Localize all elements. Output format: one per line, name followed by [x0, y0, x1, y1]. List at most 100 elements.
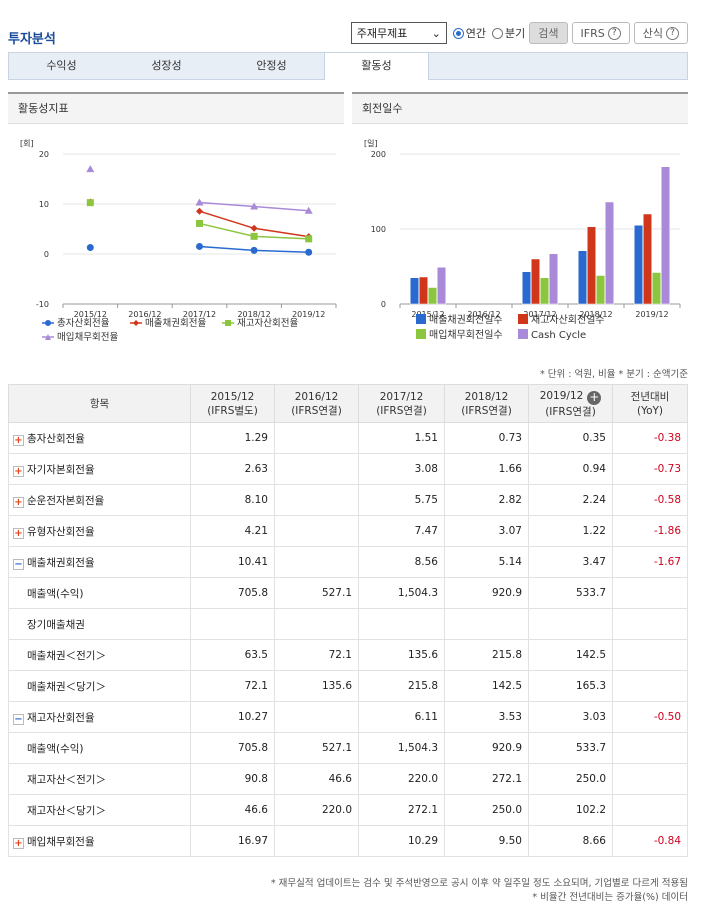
- x-tick-label: 2018/12: [237, 310, 270, 319]
- ifrs-help-button[interactable]: IFRS?: [571, 22, 630, 44]
- data-point: [86, 165, 95, 173]
- cell-value: 250.0: [444, 794, 529, 826]
- legend-label: 총자산회전율: [57, 318, 110, 329]
- y-tick-label: -10: [36, 300, 49, 309]
- cell-value: 527.1: [274, 732, 359, 764]
- cell-value: 3.08: [358, 453, 445, 485]
- table-row[interactable]: + 순운전자본회전율 8.10 5.75 2.82 2.24 -0.58: [8, 484, 688, 516]
- data-point: [250, 246, 258, 254]
- cell-value: 46.6: [274, 763, 359, 795]
- collapse-icon[interactable]: −: [13, 558, 24, 570]
- legend-label: 매출채권회전일수: [429, 314, 503, 326]
- cell-value: 1.22: [528, 515, 613, 547]
- radio-quarter[interactable]: 분기: [492, 25, 525, 41]
- ifrs-label: IFRS: [580, 26, 605, 40]
- question-icon: ?: [607, 26, 621, 40]
- cell-yoy: -1.67: [612, 546, 688, 578]
- table-row[interactable]: − 매출채권회전율 10.41 8.56 5.14 3.47 -1.67: [8, 546, 688, 578]
- cell-value: 1.29: [190, 422, 275, 454]
- tab-growth[interactable]: 성장성: [151, 59, 182, 72]
- statement-select[interactable]: 주재무제표 ⌄: [350, 22, 447, 44]
- table-row[interactable]: + 매입채무회전율 16.97 10.29 9.50 8.66 -0.84: [8, 825, 688, 857]
- cell-value: 10.27: [190, 701, 275, 733]
- y-tick-label: 200: [371, 150, 386, 159]
- analysis-tabs: 수익성 성장성 안정성 활동성: [8, 52, 688, 80]
- tab-activity[interactable]: 활동성: [324, 52, 429, 80]
- search-button[interactable]: 검색: [529, 22, 568, 44]
- cell-value: 705.8: [190, 577, 275, 609]
- row-label-text: 매출채권＜전기＞: [27, 649, 106, 662]
- row-label: − 매출채권회전율: [8, 546, 191, 578]
- cell-value: [274, 825, 359, 857]
- col-2019-header: 2019/12 + (IFRS연결): [528, 384, 613, 423]
- cell-yoy: [612, 639, 688, 671]
- cell-value: [190, 608, 275, 640]
- bar: [596, 275, 605, 305]
- expand-icon[interactable]: +: [13, 527, 24, 539]
- data-point: [195, 198, 204, 206]
- cell-value: 2.24: [528, 484, 613, 516]
- bar: [410, 277, 419, 305]
- cell-value: 920.9: [444, 577, 529, 609]
- data-point: [305, 235, 313, 243]
- y-tick-label: 0: [44, 250, 49, 259]
- unit-note: * 단위 : 억원, 비율 * 분기 : 순액기준: [540, 369, 688, 380]
- expand-icon[interactable]: +: [13, 837, 24, 849]
- row-label: − 재고자산회전율: [8, 701, 191, 733]
- legend-label: Cash Cycle: [531, 330, 586, 341]
- row-label: 매출액(수익): [8, 732, 191, 764]
- cell-value: 6.11: [358, 701, 445, 733]
- legend-marker: [45, 334, 51, 340]
- legend-label: 매출채권회전율: [145, 317, 206, 329]
- bar: [587, 226, 596, 305]
- turnover-days-panel: 회전일수 [일] 200 100 0 2015/12 2016/12 2017/12 2018…: [352, 92, 688, 352]
- footnote-update: * 재무실적 업데이트는 검수 및 주석반영으로 공시 이후 약 일주일 정도 …: [270, 878, 688, 889]
- cell-value: 0.73: [444, 422, 529, 454]
- tab-profitability[interactable]: 수익성: [46, 59, 77, 72]
- table-row: 매출액(수익) 705.8 527.1 1,504.3 920.9 533.7: [8, 732, 688, 764]
- cell-yoy: [612, 763, 688, 795]
- data-point: [250, 224, 258, 232]
- legend-label: 매입채무회전율: [57, 331, 118, 343]
- cell-value: [274, 484, 359, 516]
- table-row: 매출채권＜전기＞ 63.5 72.1 135.6 215.8 142.5: [8, 639, 688, 671]
- expand-icon[interactable]: +: [13, 434, 24, 446]
- expand-icon[interactable]: +: [13, 465, 24, 477]
- cell-value: 215.8: [444, 639, 529, 671]
- row-label-text: 매입채무회전율: [27, 835, 95, 848]
- data-point: [250, 202, 259, 210]
- cell-value: 1.51: [358, 422, 445, 454]
- radio-unchecked-icon: [492, 27, 504, 39]
- top-cut-text: · · · · · ·: [8, 0, 43, 5]
- row-label: 매출액(수익): [8, 577, 191, 609]
- cell-value: 920.9: [444, 732, 529, 764]
- col-2015-header: 2015/12 (IFRS별도): [190, 384, 275, 423]
- tab-stability[interactable]: 안정성: [256, 59, 287, 72]
- table-row[interactable]: + 총자산회전율 1.29 1.51 0.73 0.35 -0.38: [8, 422, 688, 454]
- panel-title: 활동성지표: [8, 94, 344, 124]
- bar: [419, 276, 428, 305]
- cell-yoy: [612, 670, 688, 702]
- cell-yoy: -0.58: [612, 484, 688, 516]
- collapse-icon[interactable]: −: [13, 713, 24, 725]
- add-column-icon[interactable]: +: [587, 389, 602, 405]
- radio-annual[interactable]: 연간: [452, 25, 486, 41]
- radio-quarter-label: 분기: [505, 27, 526, 40]
- legend-swatch: [518, 329, 528, 339]
- cell-value: 3.47: [528, 546, 613, 578]
- table-row[interactable]: + 자기자본회전율 2.63 3.08 1.66 0.94 -0.73: [8, 453, 688, 485]
- legend-swatch: [416, 314, 426, 324]
- table-row[interactable]: + 유형자산회전율 4.21 7.47 3.07 1.22 -1.86: [8, 515, 688, 547]
- series-line-1: [199, 210, 309, 238]
- bar: [428, 287, 437, 305]
- col-item-header: 항목: [8, 384, 191, 423]
- cell-value: 533.7: [528, 732, 613, 764]
- section-title: 투자분석: [8, 32, 56, 47]
- row-label-text: 총자산회전율: [27, 432, 85, 445]
- expand-icon[interactable]: +: [13, 496, 24, 508]
- formula-help-button[interactable]: 산식?: [633, 22, 688, 44]
- y-tick-label: 20: [39, 150, 49, 159]
- panel-title: 회전일수: [352, 94, 688, 124]
- cell-value: [274, 422, 359, 454]
- table-row[interactable]: − 재고자산회전율 10.27 6.11 3.53 3.03 -0.50: [8, 701, 688, 733]
